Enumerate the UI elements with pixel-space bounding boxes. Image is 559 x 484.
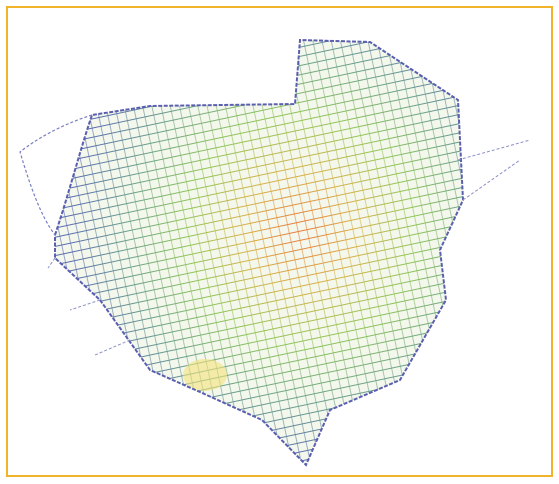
boundary-extension xyxy=(94,339,131,356)
boundary xyxy=(54,38,465,467)
boundary-extension xyxy=(457,139,531,161)
boundary-extension xyxy=(69,299,101,311)
boundary-extension xyxy=(462,159,521,201)
boundary-extension xyxy=(47,257,56,269)
boundary-extension xyxy=(19,114,93,236)
